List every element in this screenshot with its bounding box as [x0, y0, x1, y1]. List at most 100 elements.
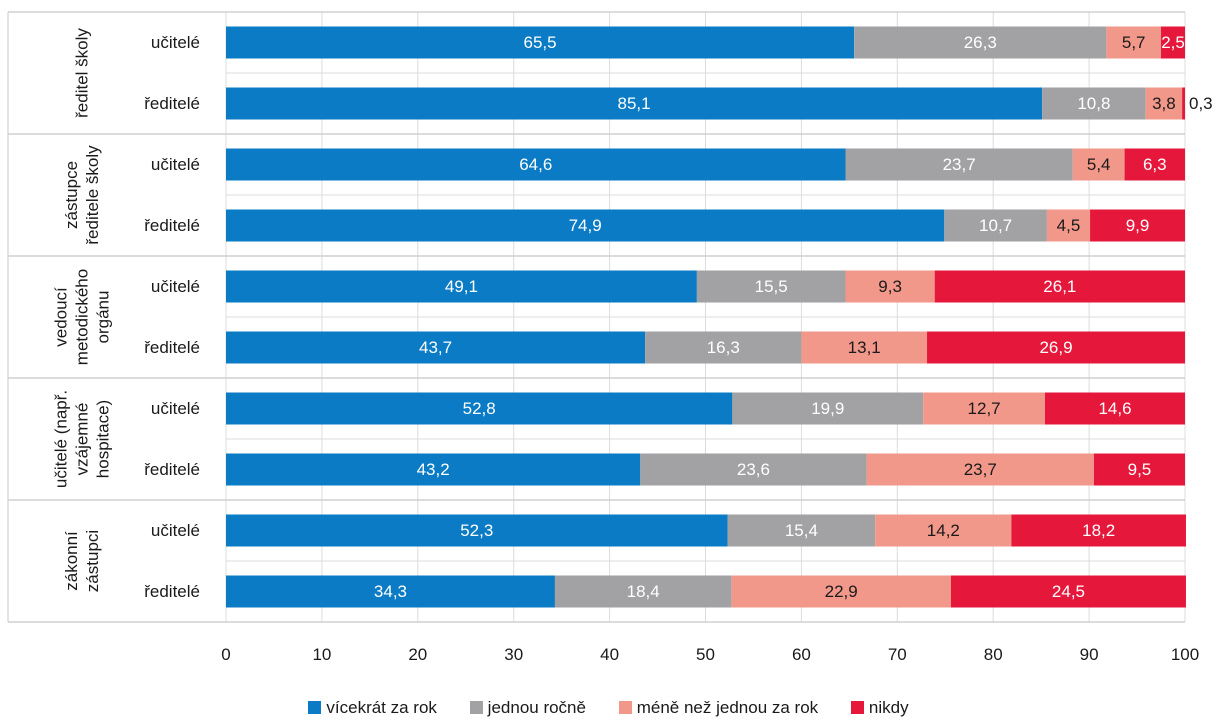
bar-segment: [923, 392, 1045, 425]
row-label: učitelé: [151, 277, 200, 296]
data-label: 22,9: [825, 582, 858, 601]
bar-segment: [1106, 26, 1162, 59]
bar-segment: [1093, 453, 1185, 486]
legend: vícekrát za rok jednou ročně méně než je…: [0, 698, 1217, 718]
bar-segment: [731, 575, 952, 608]
data-label: 34,3: [374, 582, 407, 601]
data-label: 0,3: [1189, 94, 1213, 113]
bar-segment: [1072, 148, 1125, 181]
data-label: 12,7: [968, 399, 1001, 418]
group-label-line: ředitel školy: [73, 28, 92, 118]
stacked-bar-chart: ředitel školy učitelé 65,5 26,3 5,7 2,5 ředite…: [7, 11, 1213, 664]
row-label: ředitelé: [144, 216, 200, 235]
data-label: 19,9: [811, 399, 844, 418]
bar-segment: [226, 331, 646, 364]
group-label-line: vedoucí: [52, 287, 71, 347]
data-label: 43,2: [417, 460, 450, 479]
group-label-line: hospitace): [94, 400, 113, 478]
bar-segment: [226, 87, 1043, 120]
x-tick-label: 70: [888, 645, 907, 664]
x-tick-label: 40: [600, 645, 619, 664]
bar-segment: [1011, 514, 1186, 547]
bar-segment: [554, 575, 732, 608]
group-label-line: metodického: [73, 269, 92, 365]
group-label-line: zástupci: [83, 530, 102, 592]
row-label: učitelé: [151, 399, 200, 418]
legend-item-vicekrat: vícekrát za rok: [308, 698, 437, 718]
legend-label: méně než jednou za rok: [636, 698, 819, 717]
group-label-line: vzájemné: [73, 403, 92, 476]
x-tick-label: 60: [792, 645, 811, 664]
bar-segment: [640, 453, 867, 486]
group-label-line: ředitele školy: [83, 145, 102, 245]
data-label: 15,5: [755, 277, 788, 296]
bar-segment: [801, 331, 928, 364]
legend-label: vícekrát za rok: [326, 698, 437, 717]
data-label: 9,9: [1126, 216, 1150, 235]
row-label: učitelé: [151, 155, 200, 174]
group-label-line: zástupce: [62, 161, 81, 229]
data-label: 23,6: [737, 460, 770, 479]
data-label: 85,1: [618, 94, 651, 113]
bar-segment: [226, 148, 846, 181]
bar-segment: [226, 575, 555, 608]
bar-segment: [226, 26, 855, 59]
x-tick-label: 100: [1171, 645, 1199, 664]
bar-segment: [845, 148, 1073, 181]
data-label: 64,6: [519, 155, 552, 174]
x-tick-label: 50: [696, 645, 715, 664]
bar-segment: [1042, 87, 1146, 120]
data-label: 26,3: [964, 33, 997, 52]
x-tick-label: 20: [408, 645, 427, 664]
data-label: 14,6: [1098, 399, 1131, 418]
data-label: 5,4: [1087, 155, 1111, 174]
bar-segment: [226, 270, 697, 303]
data-label: 5,7: [1122, 33, 1146, 52]
legend-swatch: [469, 701, 483, 714]
bar-segment: [727, 514, 876, 547]
bar-segment: [226, 392, 733, 425]
bar-segment: [934, 270, 1185, 303]
data-label: 13,1: [848, 338, 881, 357]
data-label: 4,5: [1057, 216, 1081, 235]
data-label: 18,4: [627, 582, 660, 601]
bar-segment: [875, 514, 1012, 547]
row-label: ředitelé: [144, 460, 200, 479]
data-label: 3,8: [1152, 94, 1176, 113]
group-label-line: učitelé (např.: [52, 390, 71, 488]
bar-segment: [1124, 148, 1185, 181]
legend-item-nikdy: nikdy: [850, 698, 909, 718]
data-label: 16,3: [707, 338, 740, 357]
bar-segment: [944, 209, 1047, 242]
x-tick-label: 30: [504, 645, 523, 664]
data-label: 2,5: [1161, 33, 1185, 52]
data-label: 9,3: [878, 277, 902, 296]
data-label: 10,8: [1077, 94, 1110, 113]
data-label: 10,7: [979, 216, 1012, 235]
bar-segment: [845, 270, 935, 303]
data-label: 26,9: [1039, 338, 1072, 357]
data-label: 6,3: [1143, 155, 1167, 174]
row-label: ředitelé: [144, 582, 200, 601]
bar-segment: [854, 26, 1107, 59]
group-label-line: zákonní: [62, 531, 81, 591]
row-label: ředitelé: [144, 338, 200, 357]
bar-segment: [1044, 392, 1185, 425]
data-label: 24,5: [1052, 582, 1085, 601]
data-label: 65,5: [524, 33, 557, 52]
row-label: ředitelé: [144, 94, 200, 113]
x-tick-label: 90: [1080, 645, 1099, 664]
legend-label: jednou ročně: [487, 698, 586, 717]
bar-segment: [927, 331, 1185, 364]
data-label: 23,7: [964, 460, 997, 479]
bar-segment: [732, 392, 924, 425]
bar-segment: [226, 453, 641, 486]
bar-segment: [866, 453, 1094, 486]
data-label: 23,7: [943, 155, 976, 174]
row-label: učitelé: [151, 521, 200, 540]
group-label-line: orgánu: [94, 291, 113, 344]
data-label: 9,5: [1128, 460, 1152, 479]
data-label: 15,4: [785, 521, 818, 540]
data-label: 43,7: [419, 338, 452, 357]
legend-swatch: [308, 701, 322, 714]
